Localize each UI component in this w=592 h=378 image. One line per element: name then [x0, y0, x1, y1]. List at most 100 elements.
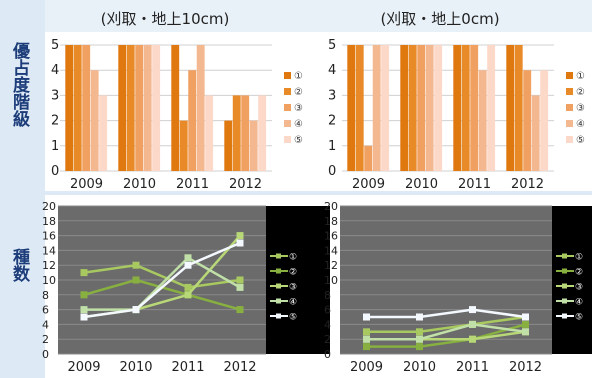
legend-marker — [562, 313, 567, 319]
series-marker — [236, 306, 244, 314]
bar — [372, 45, 381, 171]
legend-swatch — [284, 72, 291, 79]
legend-marker — [276, 298, 281, 304]
series-marker — [469, 320, 476, 328]
bar — [152, 45, 161, 171]
y-tick-label: 18 — [324, 215, 338, 228]
y-tick-label: 4 — [51, 63, 59, 78]
series-marker — [522, 328, 529, 336]
chart-title-right: (刈取・地上0cm) — [380, 10, 500, 28]
bar — [99, 95, 108, 171]
x-tick-label: 2011 — [458, 177, 491, 192]
x-tick-label: 2012 — [511, 177, 544, 192]
bar — [487, 45, 496, 171]
legend-swatch — [566, 104, 573, 111]
x-tick-label: 2012 — [509, 360, 542, 375]
series-marker — [469, 335, 476, 343]
bar — [347, 45, 356, 171]
bar — [224, 120, 233, 171]
y-tick-label: 2 — [51, 114, 59, 129]
legend-swatch — [284, 136, 291, 143]
bar — [241, 95, 250, 171]
series-line — [83, 263, 241, 289]
y-tick-label: 0 — [51, 164, 59, 179]
y-tick-label: 10 — [42, 274, 56, 287]
y-tick-label: 20 — [324, 200, 338, 213]
y-tick-label: 16 — [42, 230, 56, 243]
bar — [523, 70, 532, 171]
bar — [506, 45, 515, 171]
x-tick-label: 2012 — [229, 177, 262, 192]
series-marker — [363, 335, 370, 343]
y-tick-label: 5 — [328, 38, 336, 53]
y-tick-label: 0 — [42, 348, 49, 361]
x-tick-label: 2012 — [223, 360, 256, 375]
legend-label: ④ — [294, 119, 303, 130]
y-tick-label: 0 — [328, 164, 336, 179]
legend-label: ① — [289, 253, 297, 263]
series-marker — [80, 269, 88, 277]
series-marker — [416, 313, 423, 321]
y-tick-label: 0 — [324, 348, 331, 361]
y-tick-label: 5 — [51, 38, 59, 53]
bar — [258, 95, 267, 171]
bar — [408, 45, 417, 171]
legend-label: ⑤ — [576, 135, 585, 146]
bar — [461, 45, 470, 171]
bar — [453, 45, 462, 171]
legend-swatch — [566, 72, 573, 79]
legend-marker — [562, 283, 567, 289]
series-marker — [80, 291, 88, 299]
bar — [425, 45, 434, 171]
y-tick-label: 6 — [42, 304, 49, 317]
y-tick-label: 14 — [324, 244, 338, 257]
legend-marker — [276, 313, 281, 319]
bar — [126, 45, 135, 171]
series-marker — [184, 283, 192, 291]
series-line — [366, 323, 526, 341]
legend-marker — [562, 268, 567, 274]
bar — [135, 45, 144, 171]
bar — [381, 45, 390, 171]
y-tick-label: 8 — [324, 289, 331, 302]
x-tick-label: 2010 — [405, 177, 438, 192]
series-marker — [132, 306, 140, 314]
legend-swatch — [284, 88, 291, 95]
series-marker — [80, 313, 88, 321]
bar — [249, 120, 258, 171]
legend-area — [266, 206, 330, 354]
x-tick-label: 2010 — [403, 360, 436, 375]
title-band — [45, 0, 592, 32]
row-label-top: 優占度階級 — [9, 42, 29, 127]
series-marker — [236, 276, 244, 284]
legend-swatch — [284, 104, 291, 111]
series-line — [83, 241, 241, 319]
legend-label: ⑤ — [575, 313, 583, 323]
legend-label: ① — [576, 71, 585, 82]
bar — [417, 45, 426, 171]
left-label-band — [0, 0, 45, 378]
series-marker — [184, 291, 192, 299]
series-line — [84, 256, 241, 311]
y-tick-label: 3 — [51, 88, 59, 103]
series-line — [366, 315, 526, 334]
y-tick-label: 4 — [328, 63, 336, 78]
series-marker — [416, 343, 423, 351]
legend-label: ② — [294, 87, 303, 98]
legend-swatch — [284, 120, 291, 127]
series-marker — [184, 261, 192, 269]
series-marker — [469, 306, 476, 314]
series-marker — [363, 343, 370, 351]
bar — [205, 95, 214, 171]
legend-swatch — [566, 88, 573, 95]
bar — [400, 45, 409, 171]
legend-area — [552, 206, 592, 354]
x-tick-label: 2009 — [352, 177, 385, 192]
x-tick-label: 2010 — [119, 360, 152, 375]
legend-label: ⑤ — [289, 313, 297, 323]
series-marker — [184, 254, 192, 262]
